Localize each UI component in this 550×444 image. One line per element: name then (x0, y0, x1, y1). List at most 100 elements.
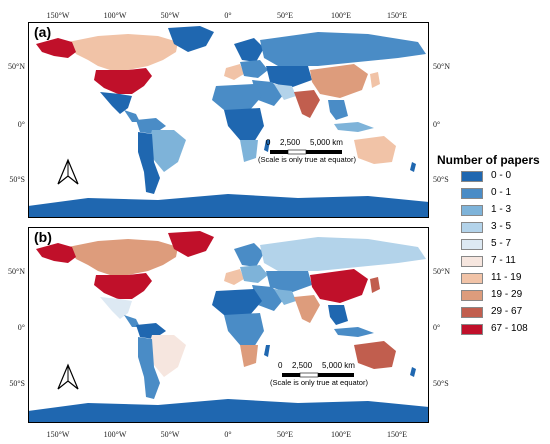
legend-label: 0 - 0 (491, 170, 512, 181)
lon-tick-top-a-0: 0° (224, 11, 232, 20)
iran-a (274, 84, 296, 100)
alaska-a (36, 38, 76, 58)
legend-title: Number of papers (437, 153, 540, 167)
antarctica-a (28, 194, 429, 218)
canada-b (68, 239, 178, 275)
madagascar-b (264, 345, 270, 357)
madagascar-a (264, 140, 270, 152)
europe-west-b (224, 269, 244, 285)
legend-label: 7 - 11 (491, 255, 516, 266)
lon-tick-bottom-b-100w: 100°W (103, 430, 127, 439)
legend-swatch (461, 205, 483, 216)
india-b (294, 295, 320, 323)
scale-label-0-a: 0 (266, 138, 271, 147)
map-panel-a (28, 22, 429, 218)
china-a (310, 64, 368, 98)
canada-a (68, 34, 178, 70)
legend-swatch (461, 324, 483, 335)
lon-tick-top-a-100w: 100°W (103, 11, 127, 20)
legend-swatch (461, 239, 483, 250)
panel-label-b: (b) (34, 229, 52, 245)
lat-tick-right-a-50n: 50°N (433, 62, 450, 71)
map-frame-b (28, 227, 429, 423)
india-a (294, 90, 320, 118)
lat-tick-left-b-0: 0° (17, 323, 25, 332)
lon-tick-bottom-b-50w: 50°W (160, 430, 180, 439)
mexico-b (100, 297, 132, 319)
scale-bar-a (270, 149, 342, 155)
lat-tick-left-a-50s: 50°S (9, 175, 25, 184)
southeast-asia-a (328, 100, 348, 120)
legend-label: 0 - 1 (491, 187, 512, 198)
legend-swatch (461, 256, 483, 267)
europe-central-b (240, 265, 268, 283)
legend-label: 5 - 7 (491, 238, 512, 249)
legend-swatch (461, 290, 483, 301)
legend-label: 19 - 29 (491, 289, 523, 300)
scale-label-2500-a: 2,500 (280, 138, 301, 147)
china-b (310, 269, 368, 303)
legend-label: 11 - 19 (491, 272, 522, 283)
legend-swatch (461, 188, 483, 199)
lon-tick-top-a-50e: 50°E (276, 11, 294, 20)
north-africa-a (212, 84, 262, 110)
legend-label: 1 - 3 (491, 204, 512, 215)
south-africa-b (240, 345, 258, 367)
usa-a (94, 68, 152, 94)
lon-tick-bottom-b-100e: 100°E (330, 430, 352, 439)
lon-tick-bottom-b-0: 0° (224, 430, 232, 439)
lat-tick-right-a-0: 0° (433, 120, 441, 129)
scale-note-a: (Scale is only true at equator) (258, 155, 356, 164)
legend-swatch (461, 307, 483, 318)
antarctica-b (28, 399, 429, 423)
scale-bar-b (282, 372, 354, 378)
europe-north-b (234, 243, 264, 267)
central-africa-a (224, 108, 264, 142)
west-south-america-b (138, 337, 160, 399)
new-zealand-b (410, 367, 416, 377)
indonesia-a (334, 122, 374, 132)
central-asia-a (266, 66, 312, 88)
greenland-a (168, 26, 214, 52)
australia-b (354, 341, 396, 369)
legend-swatch (461, 222, 483, 233)
australia-a (354, 136, 396, 164)
scale-label-2500-b: 2,500 (292, 361, 313, 370)
map-frame-a (28, 22, 429, 218)
lat-tick-right-b-50n: 50°N (433, 267, 450, 276)
west-south-america-a (138, 132, 160, 194)
scale-label-5000-b: 5,000 km (322, 361, 355, 370)
north-africa-b (212, 289, 262, 315)
southeast-asia-b (328, 305, 348, 325)
indonesia-b (334, 327, 374, 337)
brazil-a (148, 130, 186, 172)
japan-b (370, 277, 380, 293)
lon-tick-bottom-b-150e: 150°E (386, 430, 408, 439)
world-map-b (28, 231, 429, 423)
central-africa-b (224, 313, 264, 347)
europe-west-a (224, 64, 244, 80)
world-map-a (28, 26, 429, 218)
legend-swatch (461, 171, 483, 182)
iran-b (274, 289, 296, 305)
central-asia-b (266, 271, 312, 293)
lon-tick-bottom-b-50e: 50°E (276, 430, 294, 439)
europe-central-a (240, 60, 268, 78)
panel-label-a: (a) (34, 24, 52, 40)
legend-label: 67 - 108 (491, 323, 528, 334)
scale-label-0-b: 0 (278, 361, 283, 370)
lat-tick-right-a-50s: 50°S (433, 175, 449, 184)
lon-tick-top-a-150e: 150°E (386, 11, 408, 20)
north-arrow-icon-a (57, 158, 79, 185)
russia-b (260, 237, 426, 271)
lat-tick-left-a-50n: 50°N (8, 62, 25, 71)
map-panel-b (28, 227, 429, 423)
lat-tick-left-b-50n: 50°N (8, 267, 25, 276)
europe-north-a (234, 38, 264, 62)
lon-tick-top-a-150w: 150°W (46, 11, 70, 20)
mexico-a (100, 92, 132, 114)
new-zealand-a (410, 162, 416, 172)
legend-label: 29 - 67 (491, 306, 523, 317)
japan-a (370, 72, 380, 88)
north-arrow-icon-b (57, 363, 79, 390)
